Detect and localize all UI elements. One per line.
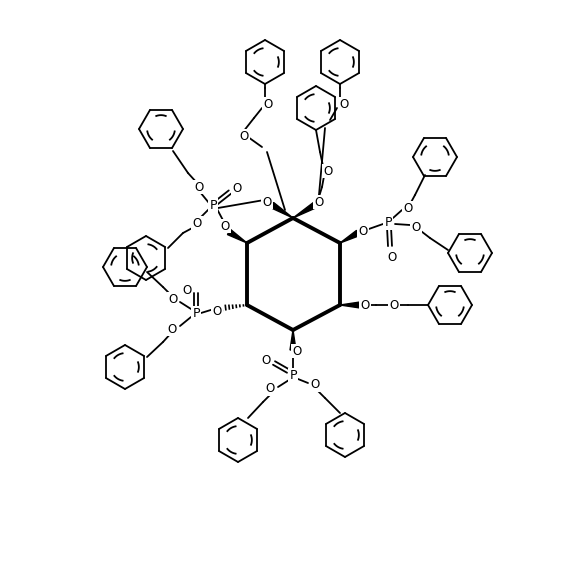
Text: O: O bbox=[168, 293, 178, 306]
Polygon shape bbox=[227, 229, 247, 243]
Text: P: P bbox=[384, 215, 392, 228]
Text: O: O bbox=[411, 220, 420, 233]
Text: O: O bbox=[262, 195, 272, 208]
Polygon shape bbox=[270, 202, 293, 218]
Text: O: O bbox=[265, 382, 274, 395]
Text: P: P bbox=[289, 369, 297, 382]
Text: O: O bbox=[339, 98, 349, 111]
Text: O: O bbox=[262, 353, 270, 366]
Text: O: O bbox=[168, 323, 176, 336]
Text: O: O bbox=[220, 219, 230, 232]
Text: O: O bbox=[404, 202, 413, 215]
Text: O: O bbox=[263, 98, 273, 111]
Text: P: P bbox=[192, 307, 200, 320]
Text: P: P bbox=[209, 198, 217, 211]
Polygon shape bbox=[340, 302, 360, 308]
Text: O: O bbox=[232, 182, 242, 194]
Text: O: O bbox=[182, 283, 192, 296]
Text: O: O bbox=[293, 345, 301, 357]
Text: O: O bbox=[192, 216, 201, 229]
Text: O: O bbox=[359, 224, 367, 237]
Text: O: O bbox=[390, 299, 399, 311]
Polygon shape bbox=[290, 330, 296, 350]
Text: O: O bbox=[239, 130, 249, 143]
Text: O: O bbox=[324, 165, 333, 178]
Text: O: O bbox=[360, 299, 370, 311]
Polygon shape bbox=[340, 231, 360, 243]
Text: O: O bbox=[314, 195, 324, 208]
Polygon shape bbox=[293, 202, 317, 218]
Text: O: O bbox=[213, 304, 221, 318]
Text: O: O bbox=[310, 378, 319, 391]
Text: O: O bbox=[387, 250, 397, 264]
Text: O: O bbox=[194, 181, 204, 194]
